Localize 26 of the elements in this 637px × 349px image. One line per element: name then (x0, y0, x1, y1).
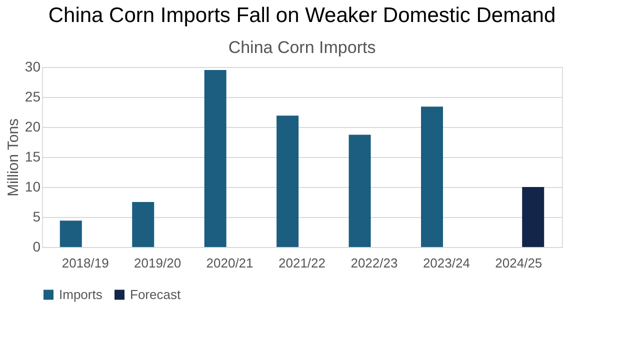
x-tick-label: 2021/22 (278, 256, 326, 270)
y-tick-label: 30 (24, 58, 41, 74)
y-tick-label: 25 (24, 88, 41, 104)
y-tick-label: 10 (24, 178, 41, 194)
legend-label: Imports (59, 286, 103, 302)
bar (132, 202, 154, 247)
x-tick-label: 2019/20 (134, 256, 182, 270)
x-tick-label: 2023/24 (422, 256, 470, 270)
y-axis-title: Million Tons (4, 118, 22, 197)
x-tick-label: 2018/19 (62, 256, 109, 270)
y-tick-label: 20 (24, 118, 41, 134)
x-tick-label: 2020/21 (206, 256, 254, 270)
legend-label: Forecast (130, 286, 181, 302)
bar (60, 220, 82, 247)
bar (522, 187, 544, 247)
x-tick-label: 2024/25 (495, 256, 542, 270)
bar (421, 106, 443, 247)
chart-subtitle: China Corn Imports (228, 38, 376, 57)
bar (276, 116, 299, 247)
bar (348, 134, 371, 247)
y-tick-label: 5 (32, 208, 41, 224)
chart-title: China Corn Imports Fall on Weaker Domestic Demand (48, 4, 556, 27)
y-tick-label: 0 (32, 238, 41, 254)
x-tick-label: 2022/23 (350, 256, 398, 270)
bar (204, 70, 226, 247)
y-tick-label: 15 (24, 148, 41, 164)
